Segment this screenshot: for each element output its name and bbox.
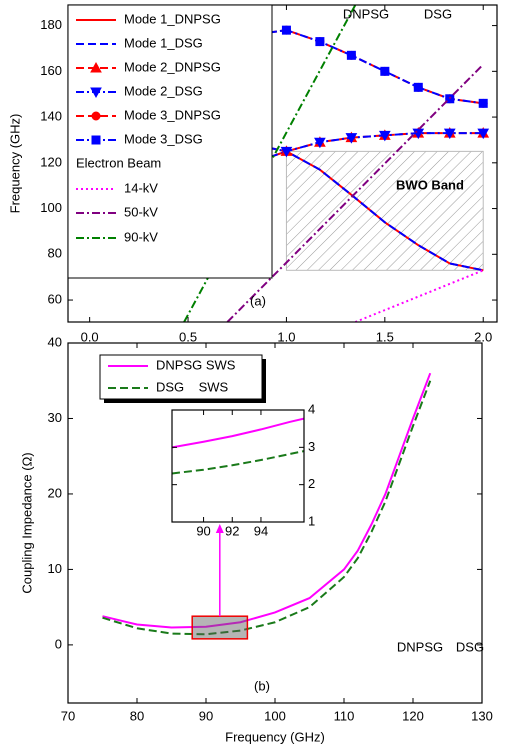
annotation: DNPSG — [397, 639, 443, 654]
marker — [91, 135, 101, 145]
x-tick-label: 130 — [471, 708, 493, 723]
marker — [314, 137, 326, 149]
highlight-box — [191, 615, 249, 640]
x-tick-label: 0.5 — [179, 329, 197, 344]
marker — [345, 133, 358, 144]
marker — [380, 66, 390, 76]
y-tick-label: 60 — [48, 291, 62, 306]
plot-area — [172, 410, 304, 522]
frame — [171, 409, 305, 523]
arrow-head — [215, 524, 224, 533]
x-tick-label: 92 — [225, 523, 239, 538]
annotation: DNPSG — [343, 6, 389, 21]
y-tick-label: 40 — [48, 334, 62, 349]
x-tick-label: 110 — [334, 708, 355, 723]
annotation: DSG — [456, 639, 484, 654]
chart: 90 92 94 1 2 3 4 — [171, 401, 315, 538]
marker — [91, 111, 101, 121]
marker — [478, 98, 488, 108]
plot — [102, 372, 432, 636]
y-axis-label: Coupling Impedance (Ω) — [19, 452, 34, 593]
x-tick-label: 1.5 — [376, 329, 394, 344]
y-tick-label: 10 — [48, 561, 62, 576]
marker — [443, 128, 456, 140]
plot — [172, 417, 304, 475]
marker — [378, 130, 391, 142]
legend-box — [67, 4, 273, 279]
x-tick-label: 90 — [196, 523, 210, 538]
x-tick-label: 0.0 — [81, 329, 99, 344]
legend-label: 50-kV — [124, 204, 158, 219]
x-tick-label: 120 — [402, 708, 424, 723]
marker — [281, 25, 291, 35]
y-tick-label: 1 — [308, 513, 315, 528]
legend-label: 14-kV — [124, 180, 158, 195]
y-tick-label: 80 — [48, 246, 62, 261]
band-label: BWO Band — [396, 177, 464, 192]
plot — [89, 5, 490, 322]
x-tick-label: 94 — [254, 523, 268, 538]
legend-label: DSG SWS — [156, 379, 229, 394]
x-tick-label: 70 — [61, 708, 75, 723]
series-line — [102, 380, 432, 636]
y-axis-label: Frequency (GHz) — [7, 114, 22, 214]
legend-group-title: Electron Beam — [76, 155, 161, 170]
x-tick-label: 1.0 — [277, 329, 295, 344]
chart: 70 80 90 100 110 120 130 0 10 20 30 40 Frequency (GH… — [19, 334, 492, 744]
y-tick-label: 2 — [308, 476, 315, 491]
marker — [315, 37, 325, 47]
series-line — [172, 417, 304, 449]
band — [285, 150, 484, 271]
marker — [413, 82, 423, 92]
y-tick-label: 0 — [55, 636, 62, 651]
y-tick-label: 140 — [40, 109, 62, 124]
legend-label: Mode 3_DNPSG — [124, 107, 221, 122]
marker — [346, 50, 356, 60]
legend-box — [99, 354, 263, 400]
y-tick-label: 160 — [40, 63, 62, 78]
marker — [90, 61, 102, 73]
legend-label: Mode 2_DSG — [124, 83, 203, 98]
series-line — [102, 372, 432, 629]
y-tick-label: 3 — [308, 439, 315, 454]
marker — [477, 128, 490, 140]
y-tick-label: 4 — [308, 401, 315, 416]
annotation: (a) — [250, 293, 266, 308]
legend-label: Mode 1_DNPSG — [124, 11, 221, 26]
y-tick-label: 180 — [40, 17, 62, 32]
annotation: (b) — [254, 678, 270, 693]
x-tick-label: 90 — [199, 708, 213, 723]
marker — [90, 87, 102, 99]
legend-label: Mode 2_DNPSG — [124, 59, 221, 74]
annotation: DSG — [424, 6, 452, 21]
series-line — [172, 450, 304, 475]
marker — [280, 146, 293, 158]
y-tick-label: 30 — [48, 410, 62, 425]
legend-label: DNPSG SWS — [156, 357, 236, 372]
y-tick-label: 100 — [40, 200, 62, 215]
legend-label: Mode 1_DSG — [124, 35, 203, 50]
y-tick-label: 120 — [40, 154, 62, 169]
legend-label: Mode 3_DSG — [124, 131, 203, 146]
y-tick-label: 20 — [48, 485, 62, 500]
x-tick-label: 80 — [130, 708, 144, 723]
legend-label: 90-kV — [124, 229, 158, 244]
x-tick-label: 2.0 — [474, 329, 492, 344]
series-line — [226, 63, 484, 322]
chart: BWO Band 0.0 0.5 1.0 1.5 2.0 60 80 100 120 140 160 1… — [7, 4, 498, 361]
x-axis-label: Frequency (GHz) — [225, 729, 325, 744]
x-tick-label: 100 — [264, 708, 286, 723]
